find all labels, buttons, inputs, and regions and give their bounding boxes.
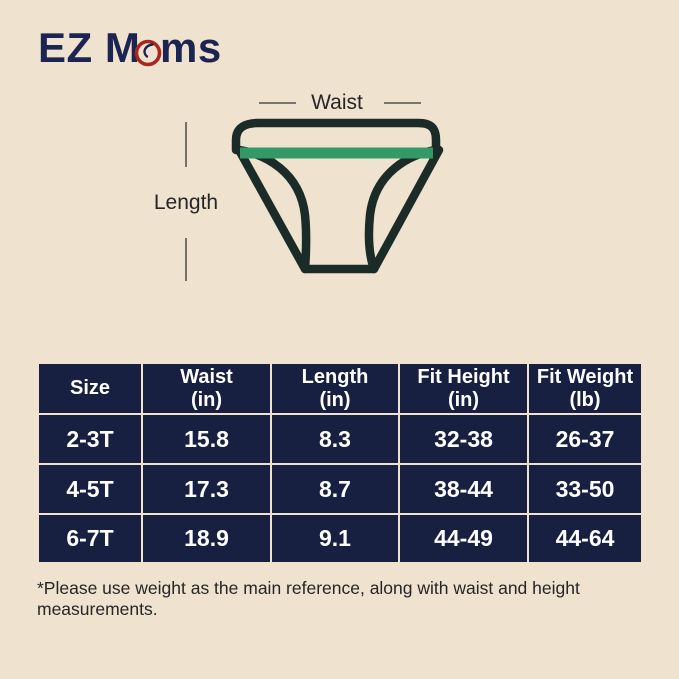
svg-text:Length: Length	[154, 191, 218, 214]
svg-text:Waist: Waist	[311, 91, 363, 114]
